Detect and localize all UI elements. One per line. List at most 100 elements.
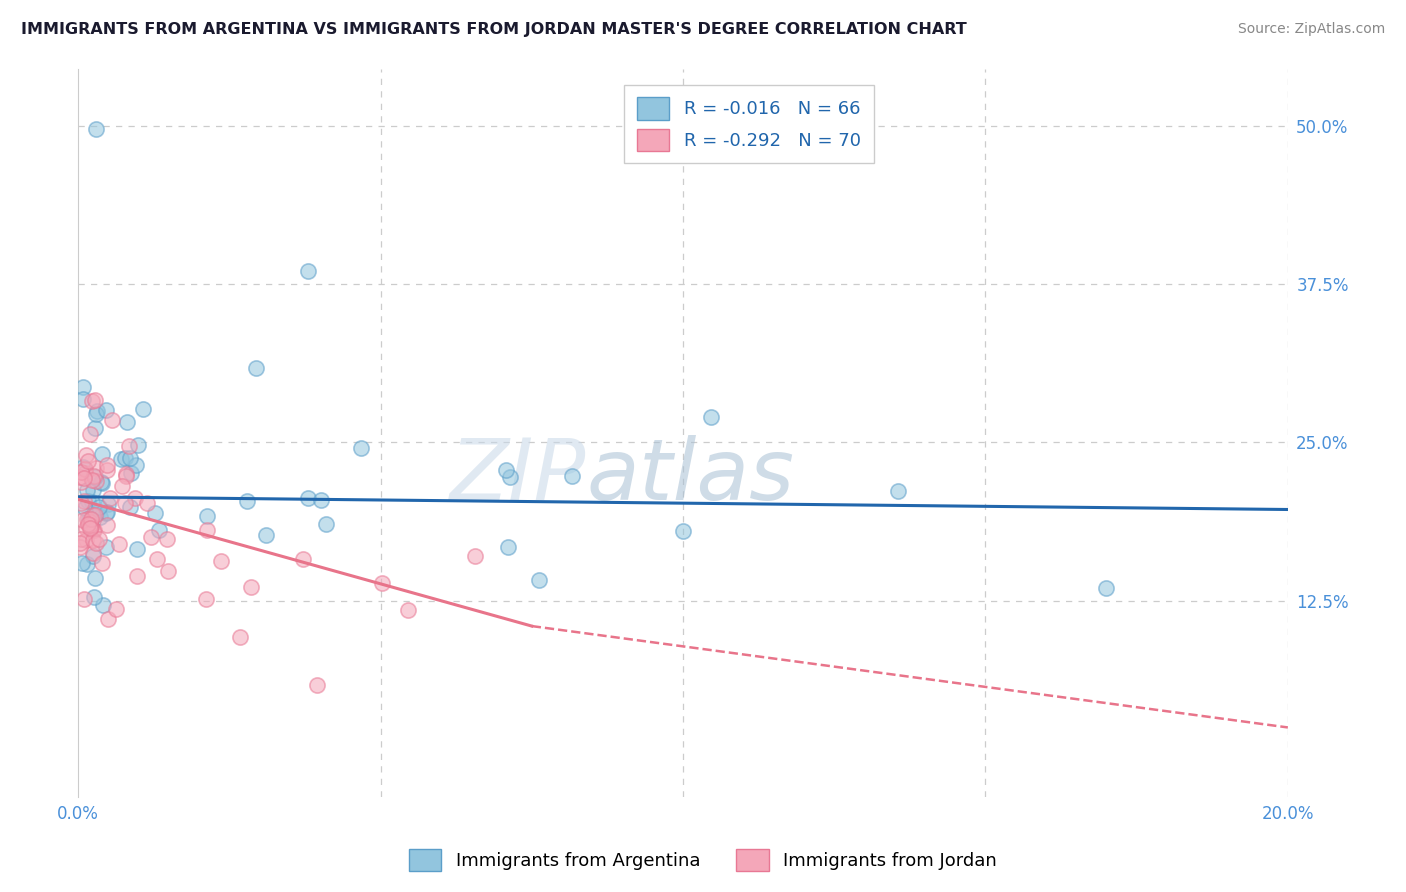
Point	[83, 591, 105, 605]
Point	[239, 580, 262, 594]
Point	[82, 533, 104, 548]
Point	[254, 528, 277, 542]
Point	[132, 402, 155, 417]
Point	[75, 521, 97, 535]
Point	[80, 495, 103, 509]
Point	[139, 530, 162, 544]
Point	[97, 497, 120, 511]
Point	[84, 475, 107, 489]
Point	[89, 532, 111, 546]
Point	[148, 523, 170, 537]
Point	[84, 461, 107, 475]
Point	[73, 494, 96, 508]
Point	[73, 466, 96, 480]
Point	[76, 454, 98, 468]
Point	[83, 421, 105, 435]
Point	[73, 471, 96, 485]
Point	[498, 540, 520, 554]
Point	[194, 591, 217, 606]
Point	[315, 516, 337, 531]
Point	[75, 462, 97, 476]
Point	[98, 491, 121, 505]
Point	[89, 500, 111, 515]
Point	[70, 475, 93, 489]
Text: IMMIGRANTS FROM ARGENTINA VS IMMIGRANTS FROM JORDAN MASTER'S DEGREE CORRELATION : IMMIGRANTS FROM ARGENTINA VS IMMIGRANTS …	[21, 22, 967, 37]
Point	[124, 491, 146, 505]
Point	[72, 460, 94, 475]
Point	[157, 564, 180, 578]
Point	[114, 496, 136, 510]
Point	[96, 505, 118, 519]
Point	[90, 447, 112, 461]
Point	[79, 515, 101, 529]
Point	[79, 512, 101, 526]
Point	[83, 523, 105, 537]
Point	[82, 508, 104, 523]
Point	[396, 603, 419, 617]
Point	[72, 513, 94, 527]
Point	[73, 501, 96, 516]
Point	[1095, 581, 1118, 595]
Point	[127, 541, 149, 556]
Text: atlas: atlas	[586, 435, 794, 518]
Point	[350, 441, 373, 455]
Point	[108, 537, 131, 551]
Point	[114, 469, 136, 483]
Point	[82, 473, 104, 487]
Point	[80, 520, 103, 534]
Point	[96, 458, 118, 473]
Point	[83, 571, 105, 585]
Point	[292, 552, 315, 566]
Point	[96, 506, 118, 520]
Point	[79, 521, 101, 535]
Point	[79, 427, 101, 442]
Point	[84, 508, 107, 522]
Point	[561, 469, 583, 483]
Point	[72, 392, 94, 406]
Point	[136, 496, 159, 510]
Point	[117, 415, 139, 429]
Point	[118, 439, 141, 453]
Point	[146, 552, 169, 566]
Point	[143, 507, 166, 521]
Point	[90, 475, 112, 489]
Point	[75, 533, 97, 547]
Point	[115, 467, 138, 482]
Point	[70, 533, 93, 547]
Point	[91, 556, 114, 570]
Point	[197, 523, 219, 537]
Text: Source: ZipAtlas.com: Source: ZipAtlas.com	[1237, 22, 1385, 37]
Point	[125, 458, 148, 472]
Legend: R = -0.016   N = 66, R = -0.292   N = 70: R = -0.016 N = 66, R = -0.292 N = 70	[624, 85, 873, 163]
Point	[84, 407, 107, 421]
Point	[82, 549, 104, 563]
Point	[209, 554, 232, 568]
Point	[110, 451, 132, 466]
Point	[77, 516, 100, 531]
Text: ZIP: ZIP	[450, 435, 586, 518]
Point	[83, 469, 105, 483]
Point	[307, 677, 329, 691]
Point	[97, 612, 120, 626]
Point	[76, 512, 98, 526]
Point	[886, 483, 908, 498]
Point	[120, 466, 142, 480]
Point	[76, 483, 98, 497]
Point	[371, 575, 394, 590]
Point	[89, 510, 111, 524]
Point	[195, 509, 218, 524]
Point	[94, 403, 117, 417]
Point	[297, 491, 319, 505]
Point	[700, 410, 723, 425]
Point	[495, 463, 517, 477]
Point	[70, 557, 93, 571]
Point	[73, 591, 96, 606]
Point	[75, 448, 97, 462]
Point	[77, 494, 100, 508]
Point	[69, 470, 91, 484]
Point	[94, 540, 117, 554]
Point	[297, 264, 319, 278]
Point	[498, 469, 520, 483]
Point	[111, 479, 134, 493]
Point	[127, 438, 149, 452]
